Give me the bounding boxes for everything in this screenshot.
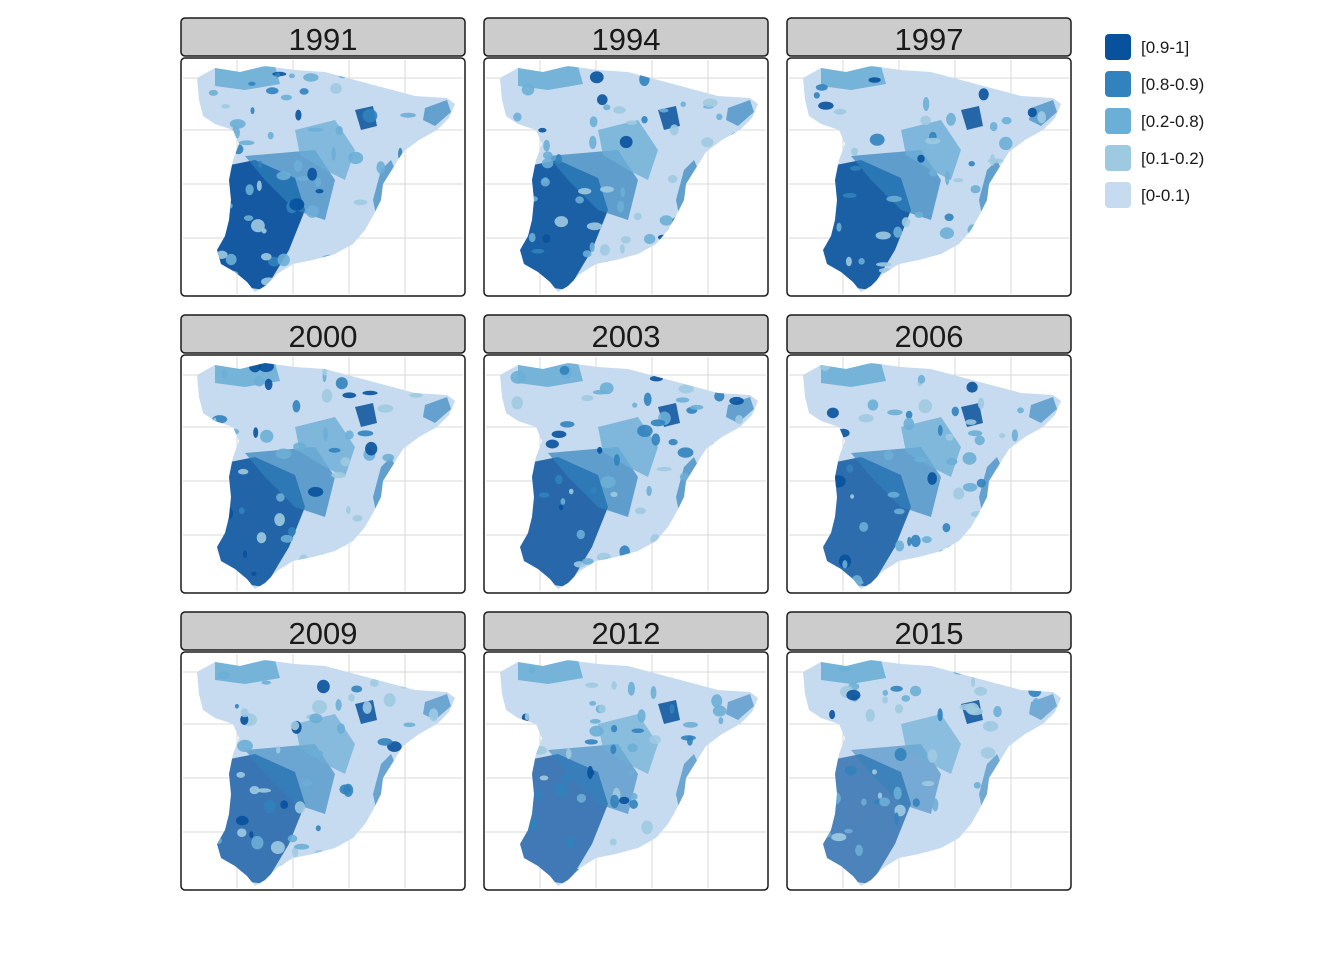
legend-item: [0.8-0.9) bbox=[1105, 71, 1204, 97]
panel-2009: 2009 bbox=[180, 611, 466, 891]
map-panels: 1991 1994 1997 2000 2003 2006 2009 2012 2015 bbox=[180, 17, 1072, 891]
legend: [0.9-1] [0.8-0.9) [0.2-0.8) [0.1-0.2) [0-0.1… bbox=[1105, 34, 1204, 208]
panel-2015: 2015 bbox=[786, 611, 1072, 891]
panel-strip bbox=[483, 314, 769, 354]
panel-title: 2009 bbox=[289, 616, 358, 651]
panel-strip bbox=[786, 314, 1072, 354]
panel-strip bbox=[180, 314, 466, 354]
legend-item: [0-0.1) bbox=[1105, 182, 1190, 208]
legend-swatch bbox=[1105, 71, 1131, 97]
panel-title: 1991 bbox=[289, 22, 358, 57]
panel-title: 2015 bbox=[895, 616, 964, 651]
panel-strip bbox=[786, 611, 1072, 651]
panel-strip bbox=[483, 611, 769, 651]
panel-1991: 1991 bbox=[180, 17, 466, 297]
panel-strip bbox=[180, 17, 466, 57]
legend-swatch bbox=[1105, 34, 1131, 60]
panel-1997: 1997 bbox=[786, 17, 1072, 297]
legend-label: [0.9-1] bbox=[1141, 38, 1189, 57]
panel-title: 1997 bbox=[895, 22, 964, 57]
panel-1994: 1994 bbox=[483, 17, 769, 297]
panel-strip bbox=[180, 611, 466, 651]
panel-strip bbox=[483, 17, 769, 57]
legend-item: [0.1-0.2) bbox=[1105, 145, 1204, 171]
legend-swatch bbox=[1105, 182, 1131, 208]
panel-2003: 2003 bbox=[483, 314, 769, 594]
legend-item: [0.2-0.8) bbox=[1105, 108, 1204, 134]
legend-label: [0.8-0.9) bbox=[1141, 75, 1204, 94]
legend-swatch bbox=[1105, 108, 1131, 134]
panel-title: 2000 bbox=[289, 319, 358, 354]
legend-label: [0.1-0.2) bbox=[1141, 149, 1204, 168]
legend-label: [0.2-0.8) bbox=[1141, 112, 1204, 131]
legend-label: [0-0.1) bbox=[1141, 186, 1190, 205]
legend-swatch bbox=[1105, 145, 1131, 171]
panel-title: 2006 bbox=[895, 319, 964, 354]
panel-title: 2003 bbox=[592, 319, 661, 354]
legend-item: [0.9-1] bbox=[1105, 34, 1189, 60]
panel-2006: 2006 bbox=[786, 314, 1072, 594]
panel-title: 2012 bbox=[592, 616, 661, 651]
panel-2000: 2000 bbox=[180, 314, 466, 594]
panel-title: 1994 bbox=[592, 22, 661, 57]
spain-map bbox=[500, 660, 758, 886]
panel-strip bbox=[786, 17, 1072, 57]
panel-2012: 2012 bbox=[483, 611, 769, 891]
